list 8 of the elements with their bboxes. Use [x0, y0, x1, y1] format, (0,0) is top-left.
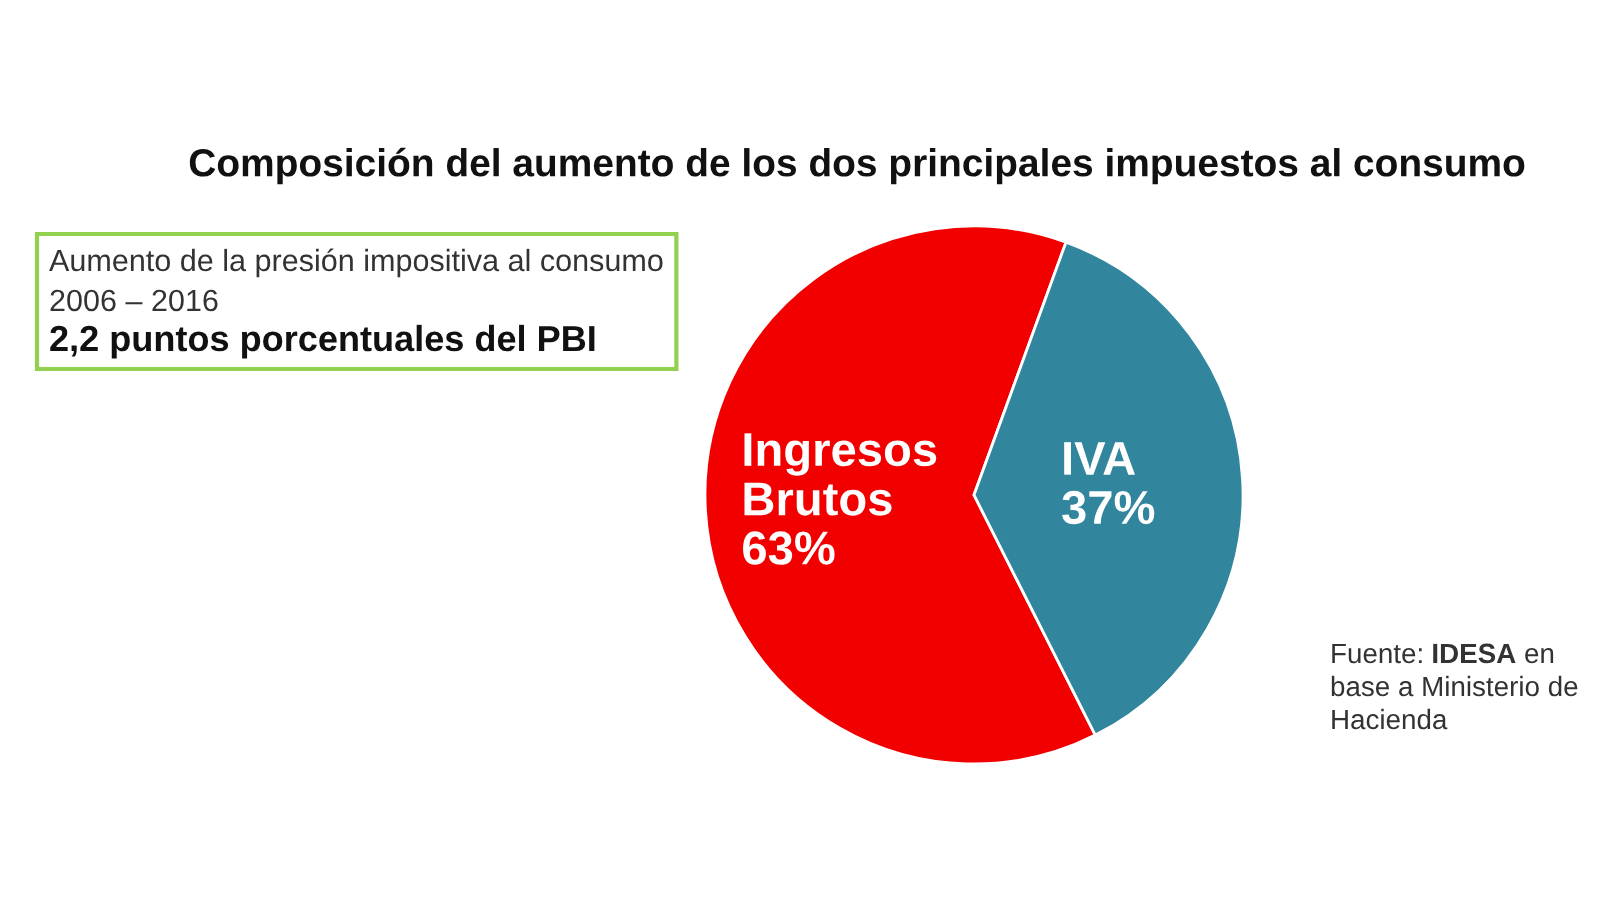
- text: 2,2 puntos porcentuales del PBI: [50, 324, 595, 359]
- chart-title: Composición del aumento de los dos principales impuestos al consumo: [189, 147, 1525, 185]
- source-note: Fuente: IDESA en base a Ministerio de Hacienda: [1331, 643, 1578, 730]
- data-label: 37%: [1062, 490, 1155, 525]
- slice-label: Ingresos Brutos: [744, 433, 937, 516]
- slice-label: IVA: [1064, 442, 1135, 475]
- data-label: 63%: [743, 531, 835, 565]
- text: Aumento de la presión impositiva al consumo 2006 – 2016: [49, 248, 663, 312]
